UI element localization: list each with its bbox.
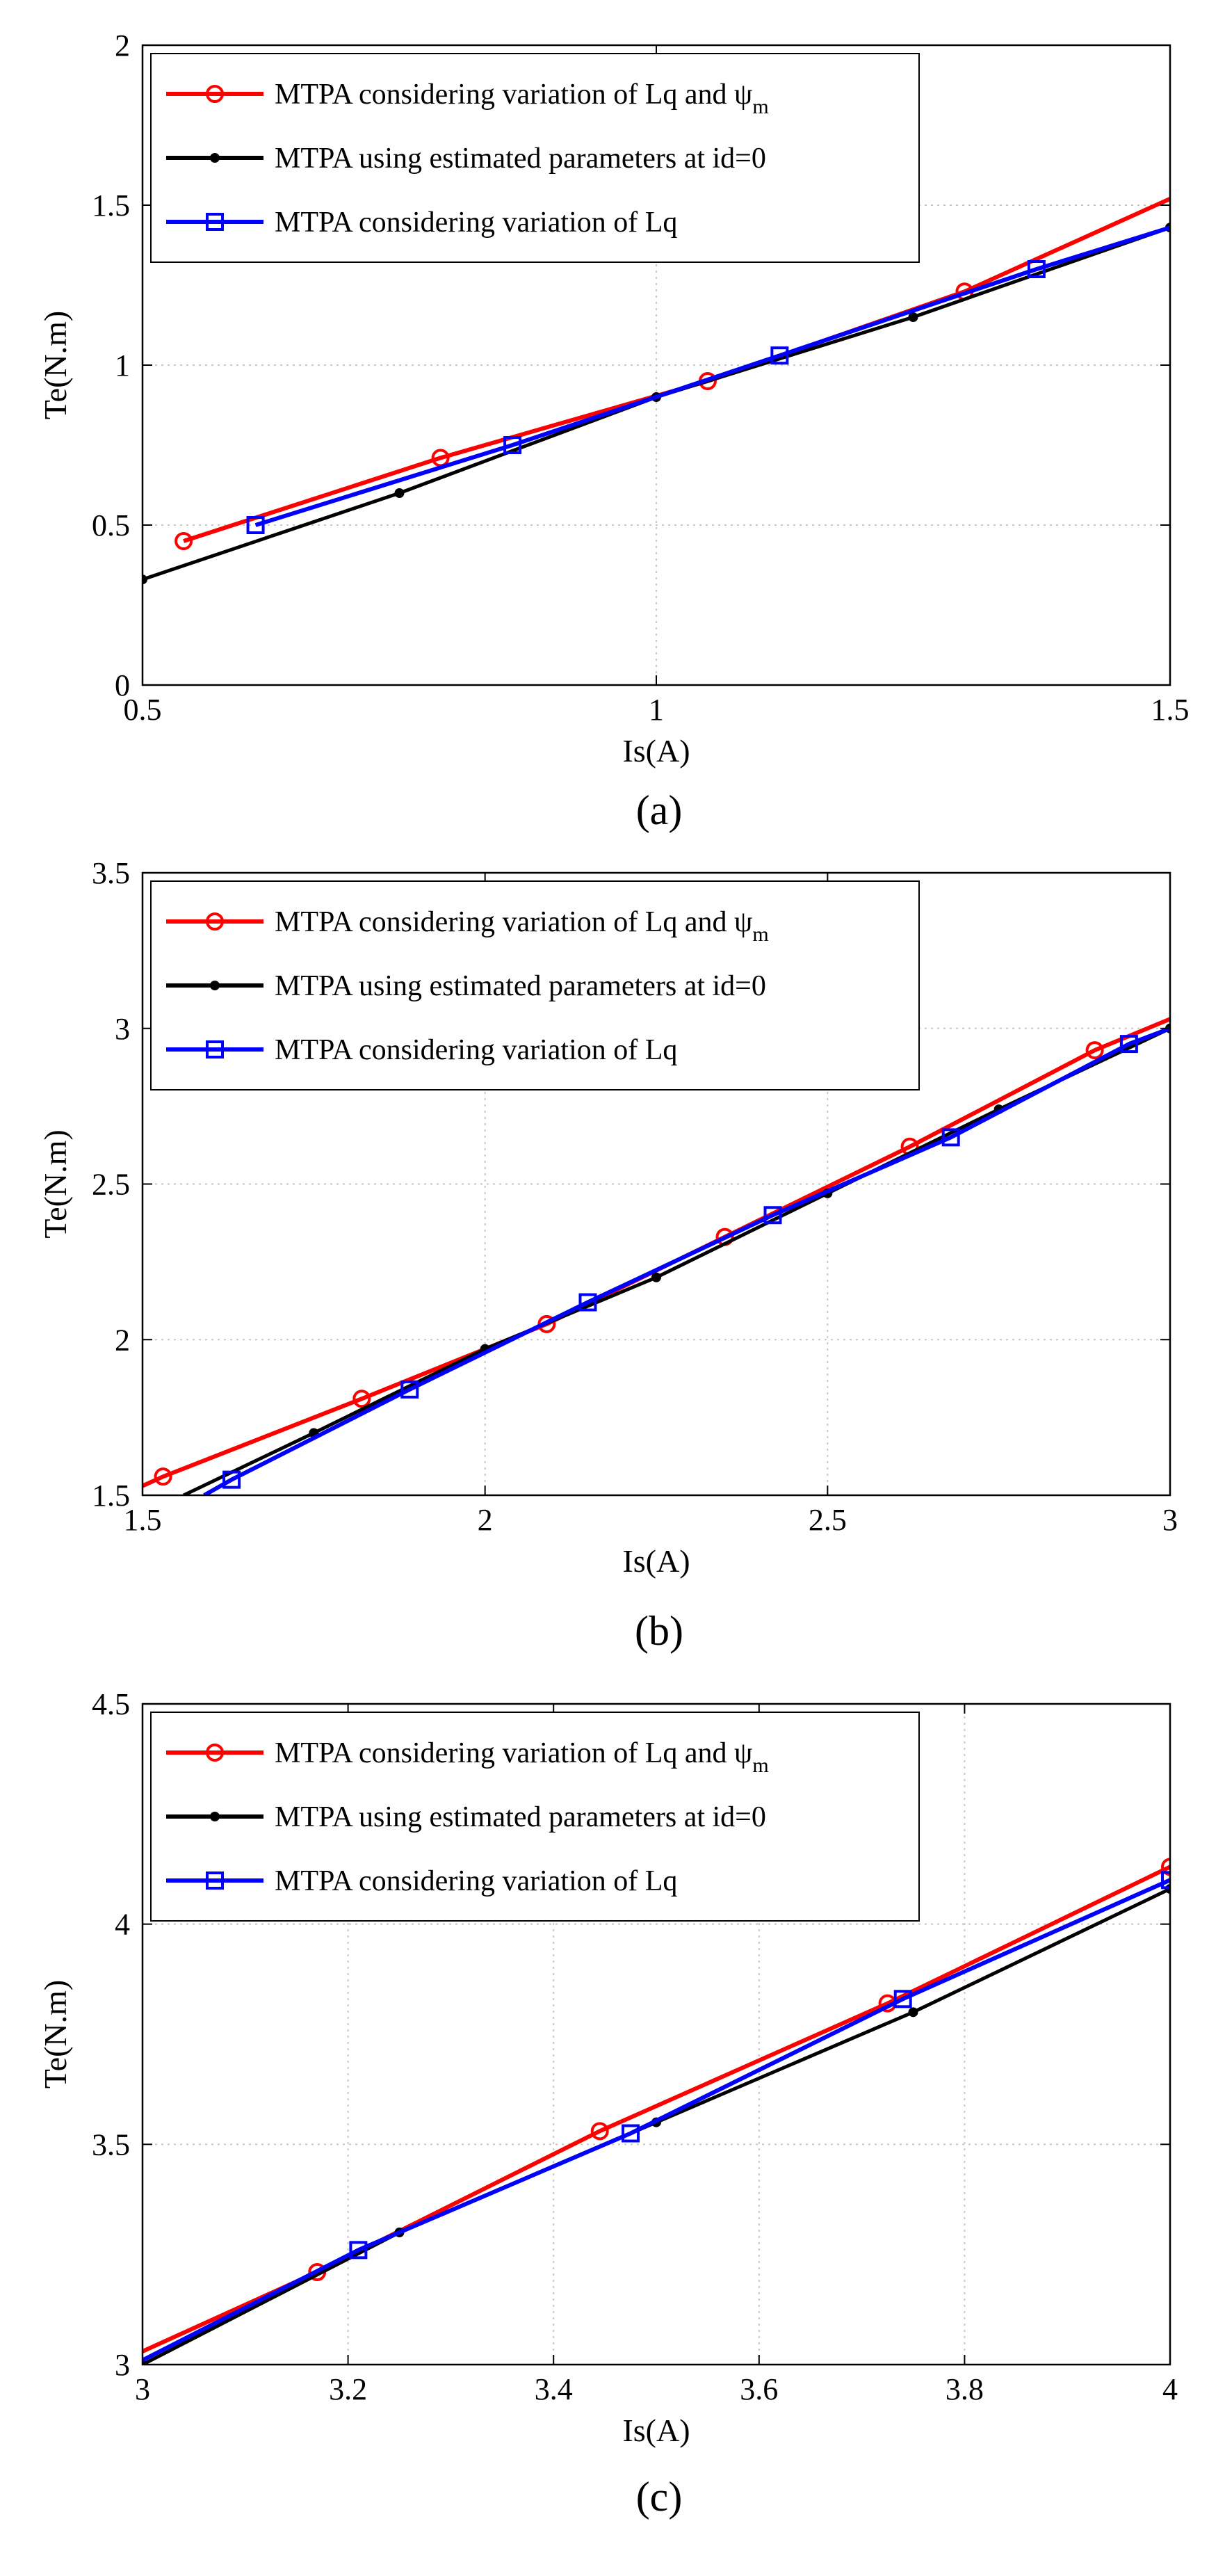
y-tick-label: 3: [115, 2348, 130, 2382]
legend-label: MTPA using estimated parameters at id=0: [275, 970, 766, 1002]
y-tick-label: 2: [115, 1323, 130, 1357]
x-tick-label: 4: [1162, 2372, 1178, 2406]
data-point: [1161, 1871, 1170, 1890]
x-tick-label: 3: [135, 2372, 150, 2406]
data-point: [222, 1470, 241, 1489]
chart-caption: (c): [636, 2474, 683, 2520]
legend-marker: [210, 153, 220, 163]
y-tick-label: 1: [115, 348, 130, 383]
series-3: [143, 1871, 1170, 2362]
x-tick-label: 1.5: [1151, 693, 1190, 727]
y-tick-label: 0.5: [92, 508, 130, 542]
legend: MTPA considering variation of Lq and ψmM…: [150, 53, 920, 263]
legend-marker: [206, 912, 224, 931]
data-point: [394, 488, 405, 498]
legend-label: MTPA using estimated parameters at id=0: [275, 1801, 766, 1833]
y-tick-label: 0: [115, 668, 130, 702]
data-point: [622, 2124, 640, 2143]
x-tick-label: 2: [478, 1503, 493, 1537]
x-tick-label: 1.5: [124, 1503, 162, 1537]
data-point: [770, 346, 789, 365]
y-tick-label: 2.5: [92, 1168, 130, 1202]
data-point: [941, 1128, 960, 1147]
legend-item-3: MTPA considering variation of Lq: [166, 1865, 677, 1897]
series-line: [254, 225, 1170, 527]
chart-caption: (b): [635, 1608, 683, 1654]
legend: MTPA considering variation of Lq and ψmM…: [150, 880, 920, 1090]
y-tick-label: 2: [115, 29, 130, 63]
legend-box: [150, 880, 920, 1090]
y-axis-label: Te(N.m): [38, 1980, 73, 2088]
legend-item-2: MTPA using estimated parameters at id=0: [166, 970, 766, 1002]
data-point: [175, 532, 193, 550]
y-tick-label: 4: [115, 1908, 130, 1942]
y-tick-label: 1.5: [92, 1479, 130, 1513]
chart-c: 3 3.2 3.4 3.6 3.8 4 3 3.5 4 4.5 Is(A) Te(N.m) MTPA c…: [38, 1687, 1178, 2520]
series-3: [203, 1026, 1170, 1495]
data-point: [908, 2007, 918, 2018]
data-point: [590, 2122, 609, 2141]
data-point: [1027, 260, 1046, 278]
legend-label: MTPA considering variation of Lq: [275, 207, 677, 239]
chart-caption: (a): [636, 787, 683, 833]
data-point: [352, 1390, 371, 1408]
x-tick-label: 3.6: [740, 2372, 778, 2406]
axes-frame: [141, 1702, 1171, 2366]
legend-box: [150, 53, 920, 263]
legend-marker: [210, 981, 220, 990]
legend-marker: [210, 1812, 220, 1821]
y-tick-label: 3: [115, 1012, 130, 1046]
y-axis-label: Te(N.m): [38, 311, 73, 419]
y-tick-label: 1.5: [92, 188, 130, 223]
data-point: [1161, 1858, 1170, 1876]
legend-item-2: MTPA using estimated parameters at id=0: [166, 143, 766, 175]
data-point: [578, 1293, 597, 1312]
data-point: [143, 574, 147, 585]
legend-marker: [206, 1871, 224, 1890]
data-point: [400, 1380, 419, 1399]
x-axis-label: Is(A): [622, 2413, 690, 2448]
legend-marker: [206, 1040, 224, 1058]
legend-marker: [206, 85, 224, 103]
series-line: [203, 1026, 1170, 1495]
data-point: [1085, 1041, 1104, 1060]
data-point: [908, 312, 918, 322]
y-tick-label: 4.5: [92, 1687, 130, 1721]
data-point: [349, 2241, 368, 2260]
legend-item-2: MTPA using estimated parameters at id=0: [166, 1801, 766, 1833]
y-tick-label: 3.5: [92, 2127, 130, 2162]
chart-b: 1.5 2 2.5 3 1.5 2 2.5 3 3.5 Is(A) Te(N.m) MTPA cons…: [38, 856, 1178, 1654]
data-point: [1119, 1035, 1138, 1054]
data-point: [246, 516, 265, 534]
x-tick-label: 3.4: [535, 2372, 573, 2406]
x-tick-label: 3.8: [946, 2372, 984, 2406]
legend-label: MTPA considering variation of Lq: [275, 1034, 677, 1066]
data-point: [893, 1990, 912, 2009]
legend-marker: [206, 213, 224, 231]
legend-item-3: MTPA considering variation of Lq: [166, 1034, 677, 1066]
legend: MTPA considering variation of Lq and ψmM…: [150, 1712, 920, 1922]
x-tick-label: 3.2: [329, 2372, 367, 2406]
data-point: [503, 436, 522, 454]
x-tick-label: 3: [1162, 1503, 1178, 1537]
data-point: [763, 1206, 782, 1225]
data-point: [651, 1272, 661, 1282]
legend-label: MTPA considering variation of Lq: [275, 1865, 677, 1897]
legend-item-3: MTPA considering variation of Lq: [166, 207, 677, 239]
x-axis-label: Is(A): [622, 733, 690, 768]
x-tick-label: 2.5: [809, 1503, 847, 1537]
y-axis-label: Te(N.m): [38, 1129, 73, 1238]
x-tick-label: 0.5: [124, 693, 162, 727]
y-tick-label: 3.5: [92, 856, 130, 890]
legend-box: [150, 1712, 920, 1922]
data-point: [154, 1467, 172, 1486]
legend-label: MTPA using estimated parameters at id=0: [275, 143, 766, 175]
series-3: [246, 225, 1170, 534]
x-axis-label: Is(A): [622, 1543, 690, 1579]
x-tick-label: 1: [649, 693, 664, 727]
series-line: [143, 1878, 1170, 2362]
legend-marker: [206, 1744, 224, 1762]
